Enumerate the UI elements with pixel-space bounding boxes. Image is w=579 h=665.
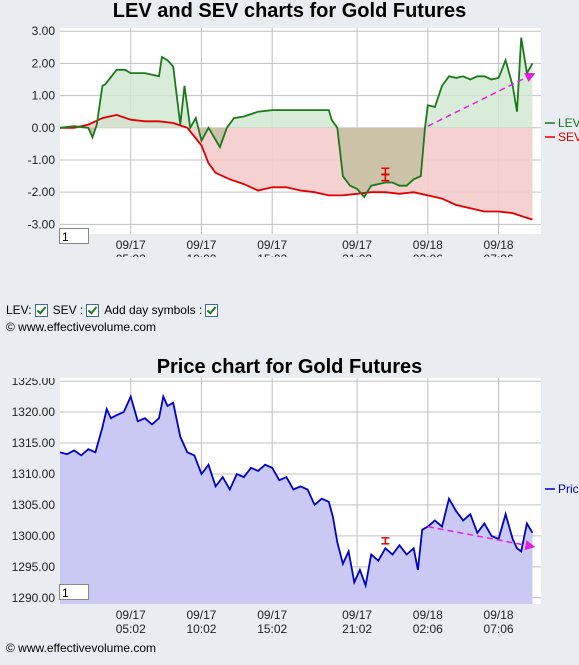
x-tick-label: 15:02 [257, 622, 287, 636]
chart-options: LEV: SEV : Add day symbols : [6, 303, 220, 317]
x-tick-label: 09/17 [257, 608, 287, 622]
trend-arrow [427, 525, 536, 548]
x-tick-label: 10:02 [186, 252, 216, 257]
x-tick-label: 21:02 [342, 252, 372, 257]
y-tick-label: 3.00 [32, 24, 56, 38]
lev-sev-overlap-area [60, 127, 426, 197]
x-tick-label: 09/17 [257, 238, 287, 252]
x-tick-label: 02:06 [413, 622, 443, 636]
y-tick-label: 1320.00 [12, 405, 56, 419]
y-tick-label: -3.00 [28, 217, 56, 231]
x-tick-label: 05:02 [116, 622, 146, 636]
lev-line [59, 37, 534, 199]
y-tick-label: 2.00 [32, 56, 56, 70]
legend-price-label: Price [558, 482, 579, 496]
price-chart-title: Price chart for Gold Futures [156, 356, 423, 378]
x-tick-label: 15:02 [257, 252, 287, 257]
x-tick-label: 02:06 [413, 252, 443, 257]
price-line [59, 393, 534, 589]
trend-arrow-head [524, 73, 536, 82]
x-tick-label: 07:06 [484, 622, 514, 636]
lev-sev-chart: 3.002.001.000.00-1.00-2.00-3.0009/1705:0… [28, 24, 579, 257]
x-tick-label: 09/17 [186, 608, 216, 622]
y-tick-label: 1295.00 [12, 560, 56, 574]
legend-sev-label: SEV [558, 130, 579, 144]
copyright-text[interactable]: © www.effectivevolume.com [6, 320, 157, 334]
y-tick-label: 1305.00 [12, 498, 56, 512]
x-tick-label: 09/17 [186, 238, 216, 252]
x-tick-label: 09/17 [116, 238, 146, 252]
x-tick-label: 09/17 [116, 608, 146, 622]
y-tick-label: 1300.00 [12, 529, 56, 543]
y-tick-label: 1.00 [32, 89, 56, 103]
lev-checkbox[interactable] [34, 303, 48, 317]
day-symbols-checkbox[interactable] [205, 303, 219, 317]
x-tick-label: 09/17 [342, 608, 372, 622]
sev-checkbox[interactable] [86, 303, 100, 317]
trend-arrow-head [524, 540, 536, 551]
sev-checkbox-label: SEV : [52, 303, 84, 317]
sev-line [60, 113, 533, 221]
y-tick-label: 1315.00 [12, 436, 56, 450]
price-chart: 1325.00 1320.00 1315.00 1310.00 1305.00 1300.… [12, 378, 579, 636]
day-symbols-checkbox-label: Add day symbols : [104, 303, 203, 317]
x-tick-label: 09/18 [484, 608, 514, 622]
x-tick-label: 10:02 [186, 622, 216, 636]
x-tick-label: 05:02 [116, 252, 146, 257]
y-tick-label: -1.00 [28, 153, 56, 167]
x-tick-label: 07:06 [484, 252, 514, 257]
y-tick-label: 1310.00 [12, 467, 56, 481]
x-tick-label: 09/17 [342, 238, 372, 252]
lev-sev-zoom-input[interactable]: 1 [59, 228, 89, 244]
y-tick-label: -2.00 [28, 185, 56, 199]
y-tick-label: 1325.00 [12, 378, 56, 388]
lev-sev-chart-title: LEV and SEV charts for Gold Futures [112, 0, 467, 22]
x-tick-label: 09/18 [413, 238, 443, 252]
x-tick-label: 09/18 [413, 608, 443, 622]
copyright-text[interactable]: © www.effectivevolume.com [6, 641, 157, 655]
x-tick-label: 09/18 [484, 238, 514, 252]
lev-checkbox-label: LEV: [6, 303, 32, 317]
legend-lev-label: LEV [558, 116, 579, 130]
price-zoom-input[interactable]: 1 [59, 584, 89, 600]
y-tick-label: 1290.00 [12, 591, 56, 605]
y-tick-label: 0.00 [32, 121, 56, 135]
x-tick-label: 21:02 [342, 622, 372, 636]
